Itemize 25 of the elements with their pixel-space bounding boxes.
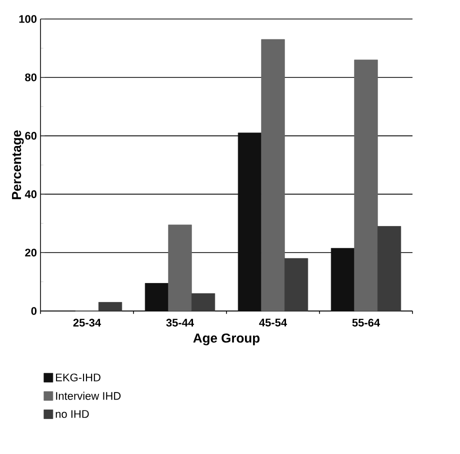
y-tick-label: 60 [25, 132, 37, 140]
legend-label: Interview IHD [56, 392, 121, 400]
y-tick-label: 100 [19, 15, 37, 23]
y-axis-title: Percentage [12, 130, 24, 200]
bar [98, 302, 122, 312]
legend-label: EKG-IHD [56, 374, 100, 382]
x-tick-label: 45-54 [259, 318, 287, 326]
x-axis-title: Age Group [193, 333, 260, 346]
bar [377, 226, 402, 312]
x-tick-label: 35-44 [166, 318, 194, 327]
bar [168, 224, 192, 312]
y-tick-label: 80 [25, 74, 37, 82]
bar [144, 283, 169, 312]
y-tick-label: 20 [25, 248, 37, 256]
legend-label: no IHD [56, 410, 89, 418]
bar [261, 39, 285, 312]
x-tick-label: 25-34 [73, 318, 101, 327]
bar [330, 248, 355, 312]
y-tick-label: 40 [24, 190, 37, 198]
bar [284, 258, 308, 312]
bar [238, 132, 262, 312]
bar [191, 293, 216, 312]
bar [354, 60, 378, 312]
x-tick-label: 55-64 [352, 318, 380, 327]
y-tick-label: 0 [31, 307, 37, 315]
